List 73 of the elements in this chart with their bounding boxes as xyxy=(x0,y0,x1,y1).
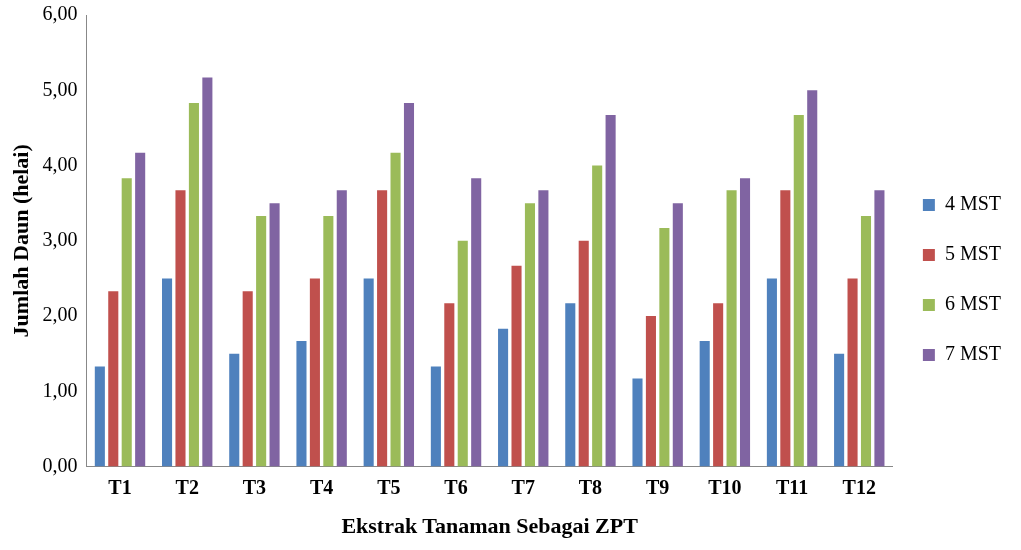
bar xyxy=(162,278,173,467)
bar xyxy=(309,278,320,467)
x-tick-label: T4 xyxy=(309,475,334,498)
y-tick-label: 4,00 xyxy=(42,152,78,175)
bar xyxy=(202,77,213,467)
bar xyxy=(672,203,683,467)
y-tick-label: 6,00 xyxy=(42,2,78,25)
legend-label: 4 MST xyxy=(944,192,1001,215)
bar xyxy=(565,303,576,467)
bar xyxy=(766,278,777,467)
bar xyxy=(713,303,724,467)
bar xyxy=(256,215,267,467)
x-tick-label: T2 xyxy=(175,475,199,498)
y-tick-label: 1,00 xyxy=(42,378,78,401)
y-tick-label: 5,00 xyxy=(42,77,78,100)
bar xyxy=(605,115,616,467)
x-axis-title: Ekstrak Tanaman Sebagai ZPT xyxy=(341,513,639,539)
bar xyxy=(135,152,146,467)
bar xyxy=(188,103,199,467)
bar xyxy=(524,203,535,467)
bar xyxy=(592,165,603,467)
x-tick-label: T5 xyxy=(377,475,401,498)
x-tick-label: T9 xyxy=(645,475,670,498)
bar xyxy=(430,366,441,467)
bar xyxy=(632,378,643,467)
y-axis-title: Jumlah Daun (helai) xyxy=(7,144,33,338)
x-tick-label: T11 xyxy=(775,475,809,498)
bar xyxy=(363,278,374,467)
x-tick-label: T8 xyxy=(578,475,603,498)
bar xyxy=(659,228,670,467)
bar xyxy=(296,340,307,467)
bar xyxy=(94,366,105,467)
bar xyxy=(471,178,482,467)
y-tick-label: 0,00 xyxy=(42,453,78,476)
bar xyxy=(444,303,455,467)
bar xyxy=(336,190,347,467)
x-tick-label: T1 xyxy=(108,475,132,498)
bar xyxy=(860,215,872,467)
legend-label: 6 MST xyxy=(944,292,1001,315)
bar xyxy=(739,178,751,467)
x-tick-label: T12 xyxy=(842,475,876,498)
bar xyxy=(242,291,253,467)
bar xyxy=(121,178,132,467)
bar xyxy=(403,103,415,467)
bar xyxy=(699,340,710,467)
x-tick-label: T3 xyxy=(242,475,267,498)
bar xyxy=(807,90,818,467)
bar xyxy=(511,265,522,467)
bar xyxy=(726,190,737,467)
bar xyxy=(377,190,388,467)
bar xyxy=(538,190,549,467)
y-tick-label: 2,00 xyxy=(42,303,78,326)
bar xyxy=(874,190,885,467)
bar xyxy=(108,291,119,467)
bar xyxy=(323,215,334,467)
y-tick-label: 3,00 xyxy=(42,228,78,251)
bar xyxy=(793,115,804,467)
bar xyxy=(457,240,468,467)
bar xyxy=(834,353,845,467)
bar xyxy=(847,278,858,467)
x-tick-label: T6 xyxy=(444,475,468,498)
bar xyxy=(390,152,401,467)
bar xyxy=(498,328,509,467)
bar xyxy=(229,353,240,467)
bar xyxy=(780,190,791,467)
bar xyxy=(645,316,656,467)
x-tick-label: T10 xyxy=(708,475,742,498)
bar xyxy=(269,203,280,467)
legend-label: 7 MST xyxy=(944,342,1001,365)
legend-label: 5 MST xyxy=(944,242,1001,265)
bar xyxy=(175,190,186,467)
bar xyxy=(578,240,589,467)
x-tick-label: T7 xyxy=(511,475,535,498)
